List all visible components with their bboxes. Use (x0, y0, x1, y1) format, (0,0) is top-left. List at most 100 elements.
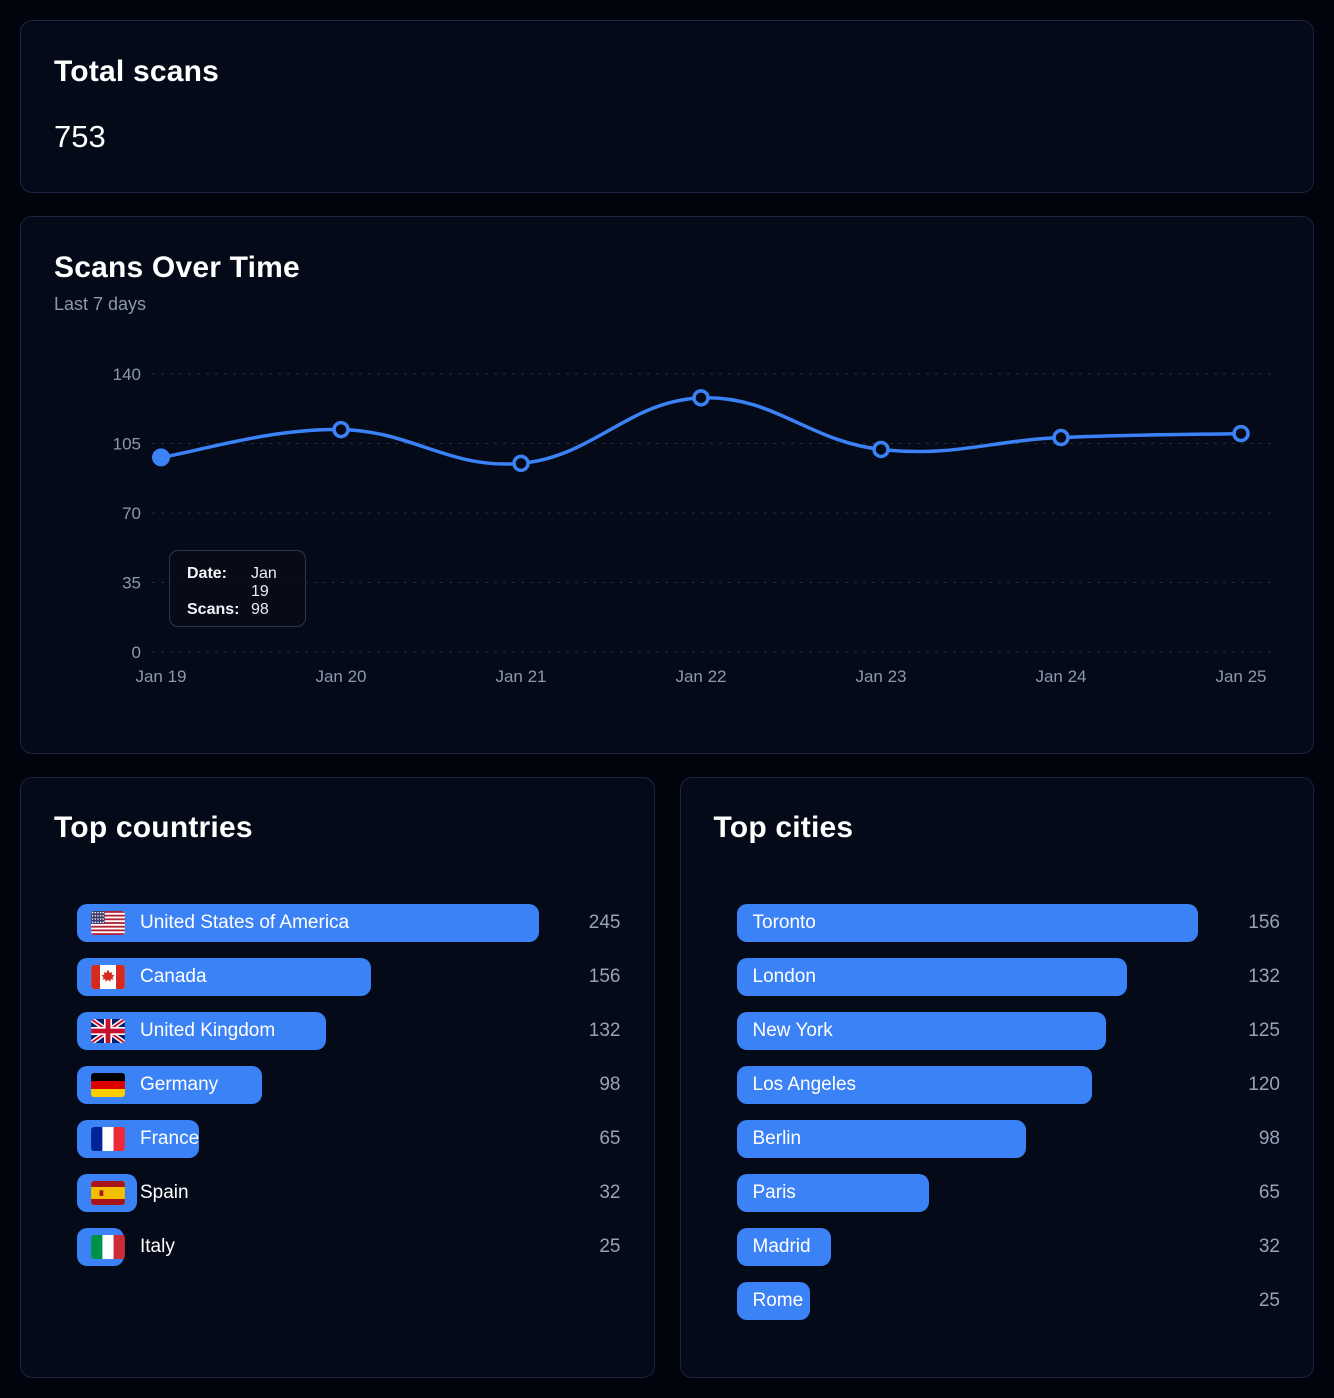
country-bar-track: Canada (77, 958, 539, 996)
flag-it-icon (91, 1235, 125, 1259)
data-point[interactable] (332, 420, 350, 439)
data-point[interactable] (512, 454, 530, 473)
city-row: Berlin 98 (736, 1120, 1280, 1158)
city-bar-track: Madrid (736, 1228, 1199, 1266)
country-label: France (140, 1128, 200, 1149)
flag-fr-icon (91, 1127, 125, 1151)
x-axis-tick: Jan 24 (1035, 667, 1086, 686)
city-bar-track: Los Angeles (736, 1066, 1199, 1104)
data-point[interactable] (1052, 428, 1070, 447)
x-axis-tick: Jan 19 (135, 667, 186, 686)
x-axis-tick: Jan 23 (855, 667, 906, 686)
scans-line (159, 396, 1243, 466)
data-point[interactable] (692, 389, 710, 407)
city-bar-content: New York (737, 1012, 833, 1050)
city-label: Berlin (752, 1128, 802, 1149)
country-value: 32 (599, 1182, 621, 1203)
country-bar-content: Spain (77, 1174, 189, 1212)
y-axis-tick: 140 (113, 365, 141, 384)
data-point[interactable] (1232, 424, 1250, 443)
country-bar-content: France (77, 1120, 199, 1158)
data-point[interactable] (872, 440, 890, 459)
city-bar (736, 1174, 929, 1212)
tooltip-scans-value: 98 (251, 601, 269, 618)
city-value: 156 (1248, 912, 1280, 933)
country-value: 156 (588, 966, 621, 987)
tooltip-date-row: Date: Jan 19 (187, 565, 288, 601)
city-bar-content: Berlin (737, 1120, 802, 1158)
flag-de-icon (91, 1073, 125, 1097)
country-value: 25 (599, 1236, 621, 1257)
line-chart[interactable]: 0 35 70 105 140 Jan 19 Jan 20 Jan 21 Jan 22 Jan 2… (54, 347, 1280, 697)
flag-gb-icon (91, 1019, 125, 1043)
city-bar (736, 1228, 832, 1266)
city-value: 132 (1248, 966, 1280, 987)
country-bar-content: Canada (77, 958, 207, 996)
city-label: London (752, 966, 816, 987)
flag-ca-icon (91, 965, 125, 989)
city-value: 120 (1248, 1074, 1280, 1095)
city-row: Rome 25 (736, 1282, 1280, 1320)
country-row: Italy 25 (77, 1228, 621, 1266)
city-label: Los Angeles (752, 1074, 857, 1095)
total-scans-title: Total scans (54, 55, 220, 88)
city-value: 32 (1258, 1236, 1280, 1257)
city-value: 65 (1258, 1182, 1280, 1203)
country-value: 132 (588, 1020, 621, 1041)
country-row: France 65 (77, 1120, 621, 1158)
top-cities-title: Top cities (713, 811, 854, 844)
y-axis-tick: 0 (132, 643, 141, 662)
city-bar-content: Los Angeles (737, 1066, 857, 1104)
tooltip-date-value: Jan 19 (251, 565, 277, 600)
city-row: London 132 (736, 958, 1280, 996)
city-label: Paris (752, 1182, 796, 1203)
city-bar-track: Rome (736, 1282, 1199, 1320)
country-value: 245 (588, 912, 621, 933)
data-point-active[interactable] (152, 448, 170, 467)
city-bar (736, 958, 1127, 996)
line-chart-svg[interactable]: 0 35 70 105 140 Jan 19 Jan 20 Jan 21 Jan 22 Jan 2… (54, 347, 1282, 697)
city-row: Los Angeles 120 (736, 1066, 1280, 1104)
top-cities-card: Top cities Toronto 156 London 132 New York 12… (679, 777, 1314, 1378)
country-label: Canada (140, 966, 207, 987)
city-row: Toronto 156 (736, 904, 1280, 942)
city-value: 25 (1258, 1290, 1280, 1311)
city-bar-track: New York (736, 1012, 1199, 1050)
city-label: Rome (752, 1290, 804, 1311)
city-bar-content: London (737, 958, 816, 996)
city-bar (736, 1120, 1027, 1158)
city-bar (736, 1012, 1107, 1050)
country-bar (77, 904, 539, 942)
country-row: United States of America 245 (77, 904, 621, 942)
y-axis-tick: 35 (122, 574, 141, 593)
city-bar (736, 1066, 1092, 1104)
city-bar-content: Paris (737, 1174, 796, 1212)
country-label: Spain (140, 1182, 189, 1203)
country-row: Germany 98 (77, 1066, 621, 1104)
countries-bar-list: United States of America 245 Canada 156 Unit… (54, 904, 621, 1266)
country-bar-track: Spain (77, 1174, 539, 1212)
country-row: United Kingdom 132 (77, 1012, 621, 1050)
city-bar-content: Rome (737, 1282, 804, 1320)
country-bar-track: Germany (77, 1066, 539, 1104)
x-axis-tick: Jan 20 (315, 667, 366, 686)
flag-us-icon (91, 911, 125, 935)
country-bar-track: Italy (77, 1228, 539, 1266)
bottom-cards-row: Top countries United States of America 24… (20, 777, 1314, 1378)
city-value: 125 (1248, 1020, 1280, 1041)
country-row: Spain 32 (77, 1174, 621, 1212)
chart-title: Scans Over Time (54, 251, 300, 284)
top-countries-title: Top countries (54, 811, 253, 844)
country-value: 98 (599, 1074, 621, 1095)
y-axis-tick: 105 (113, 435, 141, 454)
city-bar-track: London (736, 958, 1199, 996)
country-bar-content: United States of America (77, 904, 349, 942)
country-value: 65 (599, 1128, 621, 1149)
x-axis-tick: Jan 22 (675, 667, 726, 686)
country-bar-track: France (77, 1120, 539, 1158)
top-countries-card: Top countries United States of America 24… (20, 777, 655, 1378)
x-axis-tick: Jan 21 (495, 667, 546, 686)
country-bar-content: United Kingdom (77, 1012, 275, 1050)
total-scans-value: 753 (54, 119, 106, 154)
city-row: Paris 65 (736, 1174, 1280, 1212)
